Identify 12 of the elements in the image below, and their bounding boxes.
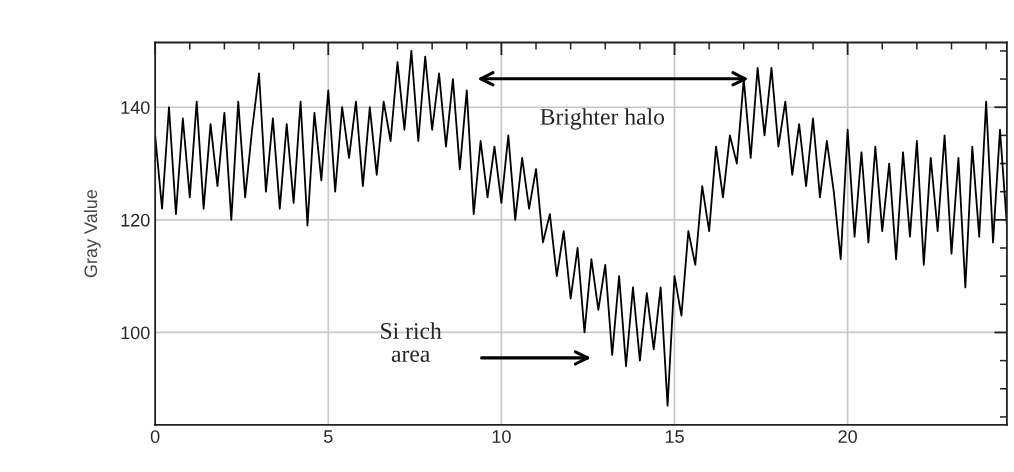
y-axis-title: Gray Value (83, 189, 101, 278)
annotation: Si rich area (381, 322, 442, 362)
x-tick-label: 15 (665, 430, 684, 443)
y-tick-label: 100 (121, 326, 150, 340)
annotation: Brighter halo (540, 108, 665, 130)
line-series (155, 50, 1007, 407)
x-tick-label: 20 (838, 430, 857, 443)
x-tick-label: 10 (492, 430, 511, 443)
x-tick-label: 5 (323, 430, 333, 443)
y-tick-label: 120 (121, 213, 150, 227)
y-tick-label: 140 (121, 101, 150, 114)
x-tick-label: 0 (150, 430, 160, 443)
